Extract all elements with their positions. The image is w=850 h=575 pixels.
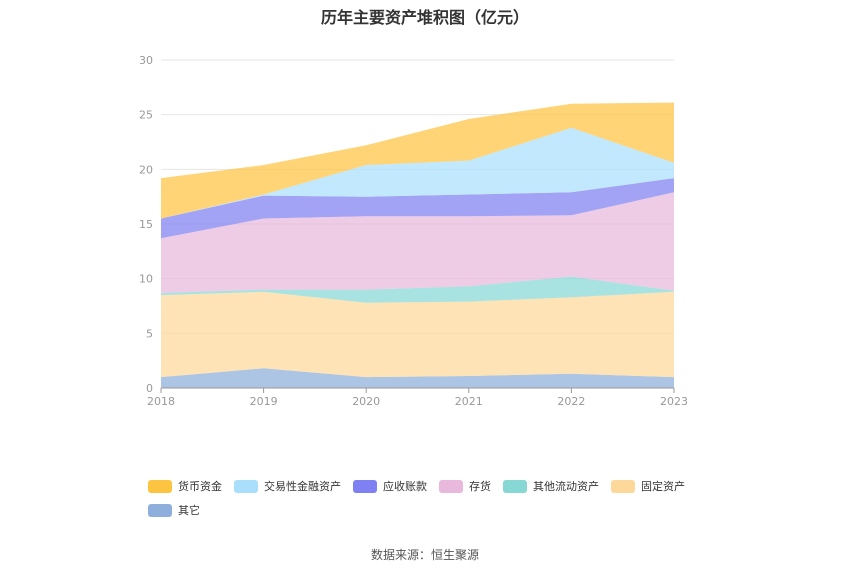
x-tick-label: 2019 [250, 395, 278, 408]
legend-item[interactable]: 存货 [439, 474, 491, 498]
legend-swatch [353, 479, 377, 493]
y-tick-label: 20 [139, 163, 153, 176]
legend-item[interactable]: 固定资产 [611, 474, 685, 498]
legend-label: 固定资产 [641, 480, 685, 493]
x-tick-label: 2018 [147, 395, 175, 408]
source-note: 数据来源：恒生聚源 [370, 548, 479, 562]
legend-label: 交易性金融资产 [264, 480, 341, 493]
legend-swatch [148, 503, 172, 517]
x-tick-label: 2021 [455, 395, 483, 408]
legend: 货币资金 交易性金融资产 应收账款 存货 其他流动资产 固定资产其它 [148, 474, 748, 522]
legend-item[interactable]: 其他流动资产 [503, 474, 599, 498]
legend-label: 其它 [178, 504, 200, 517]
area-series-1 [161, 291, 674, 378]
legend-item[interactable]: 应收账款 [353, 474, 427, 498]
x-tick-label: 2020 [352, 395, 380, 408]
legend-label: 货币资金 [178, 480, 222, 493]
y-tick-label: 0 [146, 382, 153, 395]
area-series-0 [161, 368, 674, 388]
area-series-4 [161, 178, 674, 239]
area-series-3 [161, 192, 674, 293]
y-tick-label: 15 [139, 218, 153, 231]
x-tick-label: 2022 [557, 395, 585, 408]
y-tick-label: 30 [139, 54, 153, 67]
y-tick-label: 25 [139, 109, 153, 122]
legend-swatch [148, 479, 172, 493]
area-series-2 [161, 276, 674, 303]
legend-swatch [611, 479, 635, 493]
stacked-area-chart: 0 5 10 15 20 25 30 2018 2019 2020 2021 2022 2023 [139, 54, 688, 408]
y-tick-label: 5 [146, 327, 153, 340]
legend-swatch [234, 479, 258, 493]
area-series-6 [161, 102, 674, 219]
legend-item[interactable]: 交易性金融资产 [234, 474, 341, 498]
y-tick-label: 10 [139, 273, 153, 286]
legend-swatch [503, 479, 527, 493]
x-tick-label: 2023 [660, 395, 688, 408]
legend-label: 应收账款 [383, 480, 427, 493]
area-series-5 [161, 127, 674, 219]
area-layer [161, 102, 674, 388]
axis-layer: 0 5 10 15 20 25 30 2018 2019 2020 2021 2022 2023 [139, 54, 688, 408]
legend-label: 其他流动资产 [533, 480, 599, 493]
legend-swatch [439, 479, 463, 493]
chart-title: 历年主要资产堆积图（亿元） [320, 8, 529, 27]
legend-item[interactable]: 其它 [148, 498, 200, 522]
legend-label: 存货 [469, 480, 491, 493]
legend-item[interactable]: 货币资金 [148, 474, 222, 498]
